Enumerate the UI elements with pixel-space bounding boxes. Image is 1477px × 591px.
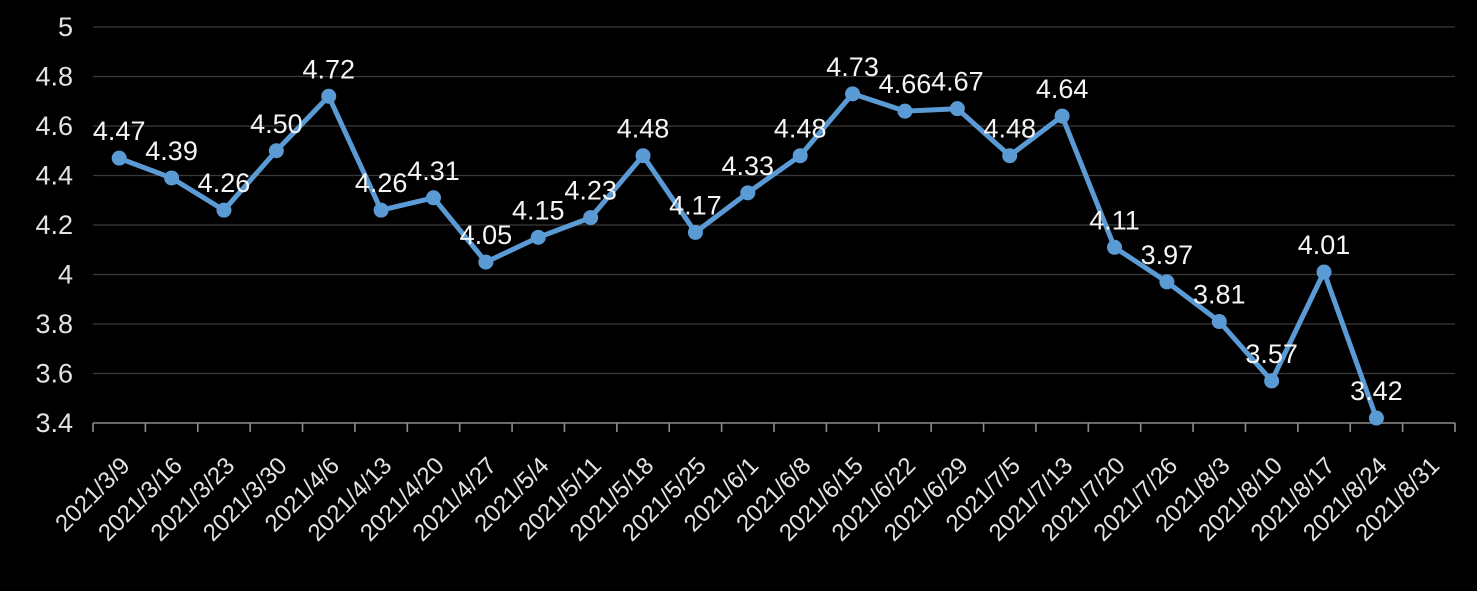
data-point-marker	[321, 88, 337, 104]
data-point-marker	[897, 103, 913, 119]
data-label: 4.11	[1089, 205, 1140, 235]
y-axis-label: 3.8	[35, 309, 73, 339]
data-point-marker	[1159, 274, 1175, 290]
data-point-marker	[1107, 239, 1122, 255]
y-axis-label: 4.2	[35, 210, 73, 240]
data-label: 4.01	[1298, 230, 1351, 260]
data-label: 4.17	[669, 190, 722, 220]
data-label: 3.42	[1350, 376, 1403, 406]
data-point-marker	[949, 101, 965, 117]
data-point-marker	[740, 185, 756, 201]
y-axis-label: 5	[58, 12, 73, 42]
data-point-marker	[478, 254, 494, 270]
data-label: 4.26	[355, 168, 408, 198]
data-point-marker	[111, 150, 127, 166]
data-label: 4.26	[198, 168, 251, 198]
data-point-marker	[845, 86, 861, 102]
data-point-marker	[687, 224, 703, 240]
data-label: 4.48	[983, 114, 1036, 144]
data-label: 4.05	[460, 220, 513, 250]
data-label: 4.33	[722, 151, 775, 181]
data-label: 3.57	[1245, 339, 1298, 369]
data-point-marker	[1316, 264, 1332, 280]
data-label: 3.81	[1193, 280, 1246, 310]
y-axis-label: 4.4	[35, 161, 73, 191]
data-point-marker	[635, 148, 651, 164]
y-axis-label: 4.8	[35, 62, 73, 92]
y-axis-label: 3.6	[35, 359, 73, 389]
data-point-marker	[583, 210, 599, 226]
y-axis-label: 4	[58, 260, 73, 290]
data-label: 4.72	[302, 54, 355, 84]
data-point-marker	[373, 202, 389, 218]
data-label: 4.66	[879, 69, 932, 99]
data-point-marker	[1211, 314, 1227, 330]
data-point-marker	[268, 143, 284, 159]
data-label: 4.48	[617, 114, 670, 144]
data-label: 4.64	[1036, 74, 1089, 104]
y-axis-label: 4.6	[35, 111, 73, 141]
data-label: 4.23	[564, 176, 617, 206]
data-label: 4.50	[250, 109, 303, 139]
data-label: 4.48	[774, 114, 827, 144]
data-label: 4.67	[931, 67, 984, 97]
data-point-marker	[1264, 373, 1280, 389]
data-label: 4.39	[145, 136, 198, 166]
data-point-marker	[1054, 108, 1070, 124]
data-label: 3.97	[1141, 240, 1194, 270]
data-label: 4.73	[826, 52, 879, 82]
data-label: 4.31	[407, 156, 460, 186]
data-point-marker	[530, 229, 546, 245]
data-point-marker	[426, 190, 441, 206]
data-label: 4.47	[93, 116, 146, 146]
data-point-marker	[216, 202, 232, 218]
data-label: 4.15	[512, 195, 565, 225]
data-point-marker	[792, 148, 808, 164]
data-point-marker	[164, 170, 180, 186]
data-point-marker	[1368, 410, 1384, 426]
data-point-marker	[1002, 148, 1018, 164]
y-axis-label: 3.4	[35, 408, 73, 438]
